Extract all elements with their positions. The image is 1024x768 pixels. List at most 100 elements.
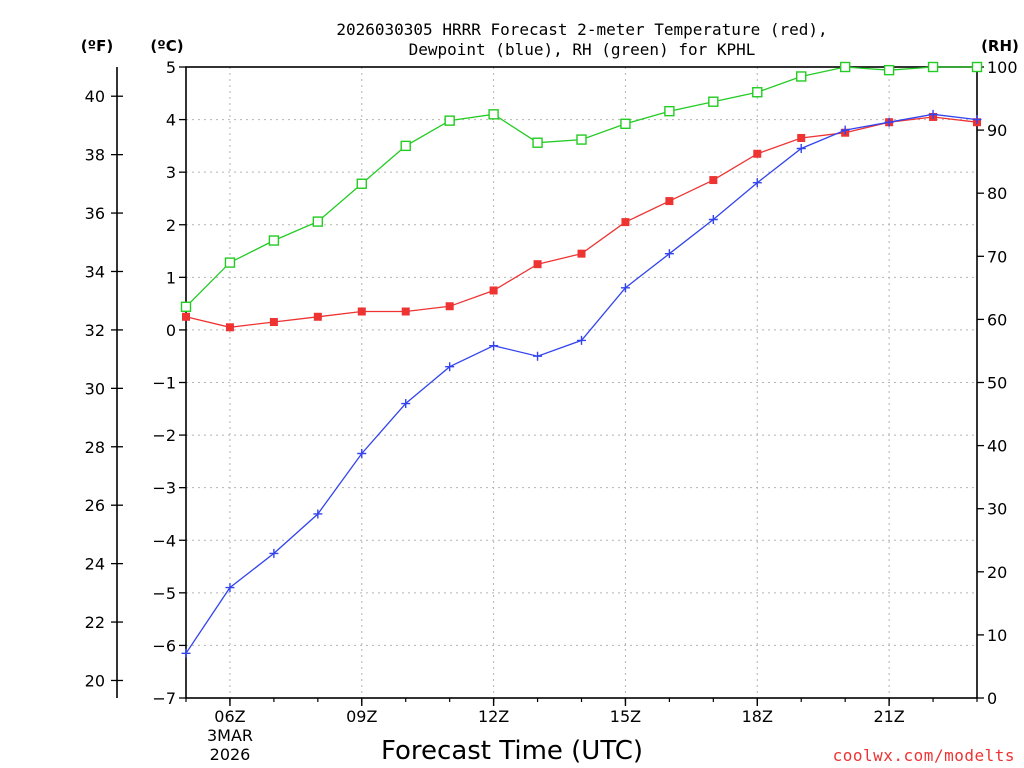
celsius-tick-label: −7 xyxy=(152,689,176,708)
celsius-tick-label: −5 xyxy=(152,584,176,603)
rh-point xyxy=(180,301,192,312)
temperature-point xyxy=(489,286,498,295)
fahrenheit-tick-label: 22 xyxy=(85,613,105,632)
celsius-unit-label: (ºC) xyxy=(150,37,183,55)
dewpoint-point xyxy=(489,341,499,351)
rh-point xyxy=(576,134,587,145)
celsius-tick-label: 3 xyxy=(166,163,176,182)
rh-tick-label: 60 xyxy=(987,310,1007,329)
rh-point xyxy=(400,140,411,152)
rh-tick-label: 50 xyxy=(987,374,1007,393)
chart-title-line-1: 2026030305 HRRR Forecast 2-meter Tempera… xyxy=(336,20,827,39)
date-label-day: 3MAR xyxy=(207,726,253,745)
celsius-tick-label: 1 xyxy=(166,268,176,287)
celsius-tick-label: 2 xyxy=(166,216,176,235)
x-tick-label: 06Z xyxy=(214,707,245,726)
dewpoint-point xyxy=(972,115,982,125)
dewpoint-point xyxy=(884,117,894,127)
rh-tick-label: 30 xyxy=(987,500,1007,519)
rh-point xyxy=(224,257,236,268)
temperature-line xyxy=(185,116,978,328)
rh-point xyxy=(356,178,367,189)
rh-point xyxy=(752,87,763,98)
rh-point xyxy=(444,115,455,126)
temperature-point xyxy=(313,312,322,321)
rh-point xyxy=(312,216,324,227)
dewpoint-point xyxy=(357,448,367,458)
rh-point xyxy=(796,71,807,82)
temperature-point xyxy=(225,323,234,332)
rh-tick-label: 10 xyxy=(987,626,1007,645)
chart-title-line-2: Dewpoint (blue), RH (green) for KPHL xyxy=(409,40,756,59)
temperature-point xyxy=(357,307,366,316)
temperature-point xyxy=(533,260,542,269)
rh-point xyxy=(708,96,719,107)
rh-point xyxy=(883,64,895,76)
temperature-point xyxy=(709,176,718,185)
fahrenheit-tick-label: 20 xyxy=(85,671,105,690)
rh-tick-label: 70 xyxy=(987,247,1007,266)
temperature-point xyxy=(445,302,454,311)
dewpoint-point xyxy=(840,125,850,135)
rh-point xyxy=(839,61,851,73)
celsius-tick-label: −3 xyxy=(152,479,176,498)
dewpoint-point xyxy=(445,362,455,372)
rh-tick-label: 90 xyxy=(987,121,1007,140)
dewpoint-point xyxy=(401,399,411,409)
temperature-point xyxy=(182,312,190,321)
date-label-year: 2026 xyxy=(210,745,251,764)
rh-point xyxy=(268,235,280,246)
celsius-tick-label: 5 xyxy=(166,58,176,77)
celsius-tick-label: −1 xyxy=(152,374,176,393)
dewpoint-point xyxy=(313,509,323,519)
dewpoint-point xyxy=(796,144,806,154)
dewpoint-point xyxy=(752,178,762,188)
rh-tick-label: 80 xyxy=(987,184,1007,203)
fahrenheit-unit-label: (ºF) xyxy=(81,37,113,55)
temperature-point xyxy=(577,249,586,258)
temperature-point xyxy=(797,133,806,142)
dewpoint-line xyxy=(185,113,978,654)
dewpoint-point xyxy=(577,335,586,345)
x-tick-label: 21Z xyxy=(873,707,904,726)
fahrenheit-tick-label: 38 xyxy=(85,146,105,165)
celsius-tick-label: −6 xyxy=(152,636,176,655)
dewpoint-point xyxy=(269,548,279,558)
dewpoint-point xyxy=(620,283,630,293)
x-tick-label: 12Z xyxy=(478,707,509,726)
dewpoint-point xyxy=(181,648,191,658)
celsius-tick-label: 0 xyxy=(166,321,176,340)
rh-line xyxy=(185,66,977,308)
grid xyxy=(186,67,977,698)
rh-tick-label: 20 xyxy=(987,563,1007,582)
x-axis-title: Forecast Time (UTC) xyxy=(381,736,643,766)
x-tick-label: 18Z xyxy=(742,707,773,726)
rh-point xyxy=(927,61,939,73)
fahrenheit-tick-label: 40 xyxy=(85,87,105,106)
fahrenheit-tick-label: 24 xyxy=(85,555,105,574)
source-credit: coolwx.com/modelts xyxy=(833,746,1015,765)
temperature-point xyxy=(401,307,410,316)
fahrenheit-tick-label: 32 xyxy=(85,321,105,340)
dewpoint-point xyxy=(533,351,543,361)
rh-unit-label: (RH) xyxy=(981,37,1019,55)
celsius-tick-label: 4 xyxy=(166,111,176,130)
rh-tick-label: 40 xyxy=(987,437,1007,456)
rh-point xyxy=(532,137,543,148)
dewpoint-point xyxy=(708,214,718,224)
x-tick-label: 15Z xyxy=(610,707,641,726)
fahrenheit-tick-label: 34 xyxy=(85,262,105,281)
dewpoint-point xyxy=(664,249,674,259)
temperature-point xyxy=(665,197,674,206)
rh-tick-label: 100 xyxy=(987,58,1018,77)
celsius-tick-label: −2 xyxy=(152,426,176,445)
series xyxy=(180,61,983,658)
rh-point xyxy=(664,105,675,117)
fahrenheit-tick-label: 26 xyxy=(85,496,105,515)
rh-point xyxy=(488,109,499,120)
temperature-point xyxy=(621,218,630,227)
x-tick-label: 09Z xyxy=(346,707,377,726)
celsius-tick-label: −4 xyxy=(152,531,176,550)
fahrenheit-tick-label: 28 xyxy=(85,438,105,457)
